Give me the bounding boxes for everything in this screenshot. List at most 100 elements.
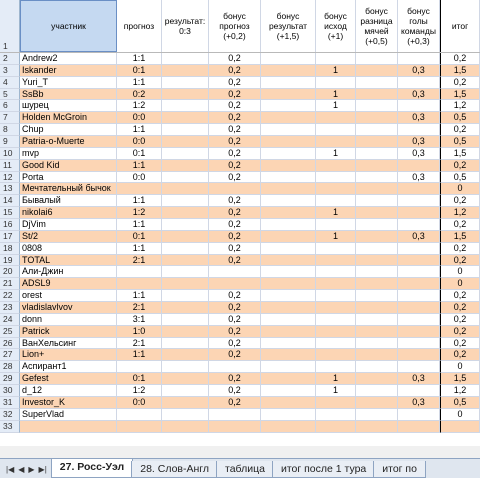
- bonus-team-goals-cell[interactable]: [398, 361, 440, 374]
- result-cell[interactable]: [162, 183, 209, 196]
- row-number[interactable]: 8: [0, 124, 20, 137]
- forecast-cell[interactable]: 0:1: [117, 147, 162, 160]
- total-cell[interactable]: 0,2: [440, 313, 480, 326]
- bonus-forecast-cell[interactable]: 0,2: [209, 325, 261, 338]
- bonus-outcome-cell[interactable]: [316, 361, 356, 374]
- bonus-team-goals-cell[interactable]: [398, 124, 440, 137]
- forecast-cell[interactable]: 2:1: [117, 337, 162, 350]
- result-cell[interactable]: [162, 195, 209, 208]
- next-sheet-icon[interactable]: ▶: [28, 465, 35, 474]
- bonus-goal-diff-cell[interactable]: [356, 171, 398, 184]
- row-number[interactable]: 11: [0, 159, 20, 172]
- row-number[interactable]: 23: [0, 302, 20, 314]
- bonus-forecast-cell[interactable]: 0,2: [209, 100, 261, 113]
- bonus-result-cell[interactable]: [261, 349, 316, 362]
- forecast-cell[interactable]: 0:1: [117, 64, 162, 77]
- bonus-team-goals-cell[interactable]: [398, 254, 440, 267]
- result-cell[interactable]: [162, 313, 209, 326]
- forecast-cell[interactable]: 0:0: [117, 136, 162, 148]
- bonus-outcome-cell[interactable]: 1: [316, 230, 356, 243]
- bonus-outcome-cell[interactable]: [316, 76, 356, 89]
- total-cell[interactable]: 1,5: [440, 230, 480, 243]
- bonus-forecast-cell[interactable]: 0,2: [209, 195, 261, 208]
- bonus-outcome-cell[interactable]: [316, 136, 356, 148]
- bonus-goal-diff-cell[interactable]: [356, 183, 398, 196]
- bonus-result-cell[interactable]: [261, 53, 316, 65]
- bonus-outcome-cell[interactable]: [316, 159, 356, 172]
- bonus-goal-diff-cell[interactable]: [356, 290, 398, 303]
- total-cell[interactable]: 1,5: [440, 88, 480, 101]
- row-number[interactable]: 33: [0, 420, 20, 433]
- bonus-goal-diff-cell[interactable]: [356, 64, 398, 77]
- row-number[interactable]: 19: [0, 254, 20, 267]
- result-cell[interactable]: [162, 171, 209, 184]
- bonus-outcome-cell[interactable]: [316, 278, 356, 291]
- bonus-goal-diff-cell[interactable]: [356, 361, 398, 374]
- forecast-cell[interactable]: 0:1: [117, 373, 162, 386]
- row-number[interactable]: 27: [0, 349, 20, 362]
- first-sheet-icon[interactable]: |◀: [6, 465, 15, 474]
- bonus-result-cell[interactable]: [261, 290, 316, 303]
- forecast-cell[interactable]: 1:1: [117, 219, 162, 231]
- total-cell[interactable]: 0: [440, 278, 480, 291]
- result-cell[interactable]: [162, 349, 209, 362]
- forecast-cell[interactable]: 1:1: [117, 242, 162, 255]
- participant-cell[interactable]: Patrick: [20, 325, 117, 338]
- bonus-team-goals-cell[interactable]: 0,3: [398, 171, 440, 184]
- bonus-result-cell[interactable]: [261, 147, 316, 160]
- bonus-result-cell[interactable]: [261, 88, 316, 101]
- total-cell[interactable]: 0,5: [440, 136, 480, 148]
- last-sheet-icon[interactable]: ▶|: [38, 465, 47, 474]
- forecast-cell[interactable]: 1:1: [117, 349, 162, 362]
- participant-cell[interactable]: Gefest: [20, 373, 117, 386]
- total-cell[interactable]: 1,2: [440, 100, 480, 113]
- total-cell[interactable]: 0,2: [440, 195, 480, 208]
- total-cell[interactable]: 0,2: [440, 242, 480, 255]
- forecast-cell[interactable]: 0:2: [117, 88, 162, 101]
- forecast-cell[interactable]: [117, 420, 162, 433]
- participant-cell[interactable]: Аспирант1: [20, 361, 117, 374]
- total-cell[interactable]: 1,5: [440, 147, 480, 160]
- bonus-team-goals-cell[interactable]: [398, 219, 440, 231]
- forecast-cell[interactable]: 1:1: [117, 290, 162, 303]
- bonus-goal-diff-cell[interactable]: [356, 159, 398, 172]
- bonus-team-goals-cell[interactable]: [398, 349, 440, 362]
- bonus-forecast-cell[interactable]: 0,2: [209, 242, 261, 255]
- participant-cell[interactable]: SsBb: [20, 88, 117, 101]
- bonus-goal-diff-cell[interactable]: [356, 147, 398, 160]
- bonus-outcome-cell[interactable]: 1: [316, 100, 356, 113]
- forecast-cell[interactable]: 1:0: [117, 325, 162, 338]
- bonus-team-goals-cell[interactable]: [398, 325, 440, 338]
- bonus-goal-diff-cell[interactable]: [356, 124, 398, 137]
- bonus-result-cell[interactable]: [261, 183, 316, 196]
- bonus-team-goals-cell[interactable]: [398, 207, 440, 220]
- bonus-team-goals-cell[interactable]: [398, 278, 440, 291]
- forecast-cell[interactable]: 1:2: [117, 207, 162, 220]
- bonus-outcome-cell[interactable]: [316, 408, 356, 421]
- forecast-cell[interactable]: [117, 361, 162, 374]
- total-cell[interactable]: 0,5: [440, 112, 480, 125]
- total-cell[interactable]: 0,2: [440, 219, 480, 231]
- participant-cell[interactable]: TOTAL: [20, 254, 117, 267]
- row-number[interactable]: 13: [0, 183, 20, 196]
- result-cell[interactable]: [162, 76, 209, 89]
- result-cell[interactable]: [162, 337, 209, 350]
- bonus-outcome-cell[interactable]: 1: [316, 385, 356, 397]
- result-cell[interactable]: [162, 361, 209, 374]
- bonus-result-cell[interactable]: [261, 325, 316, 338]
- bonus-result-cell[interactable]: [261, 207, 316, 220]
- bonus-team-goals-cell[interactable]: 0,3: [398, 88, 440, 101]
- result-cell[interactable]: [162, 64, 209, 77]
- bonus-forecast-cell[interactable]: 0,2: [209, 302, 261, 314]
- total-cell[interactable]: 0: [440, 266, 480, 279]
- total-cell[interactable]: 0: [440, 361, 480, 374]
- bonus-result-cell[interactable]: [261, 408, 316, 421]
- bonus-goal-diff-cell[interactable]: [356, 76, 398, 89]
- bonus-goal-diff-cell[interactable]: [356, 408, 398, 421]
- result-cell[interactable]: [162, 100, 209, 113]
- tab-after-round-1[interactable]: итог после 1 тура: [271, 461, 376, 478]
- result-cell[interactable]: [162, 325, 209, 338]
- tab-table[interactable]: таблица: [216, 461, 274, 478]
- participant-cell[interactable]: DjVim: [20, 219, 117, 231]
- participant-cell[interactable]: Chup: [20, 124, 117, 137]
